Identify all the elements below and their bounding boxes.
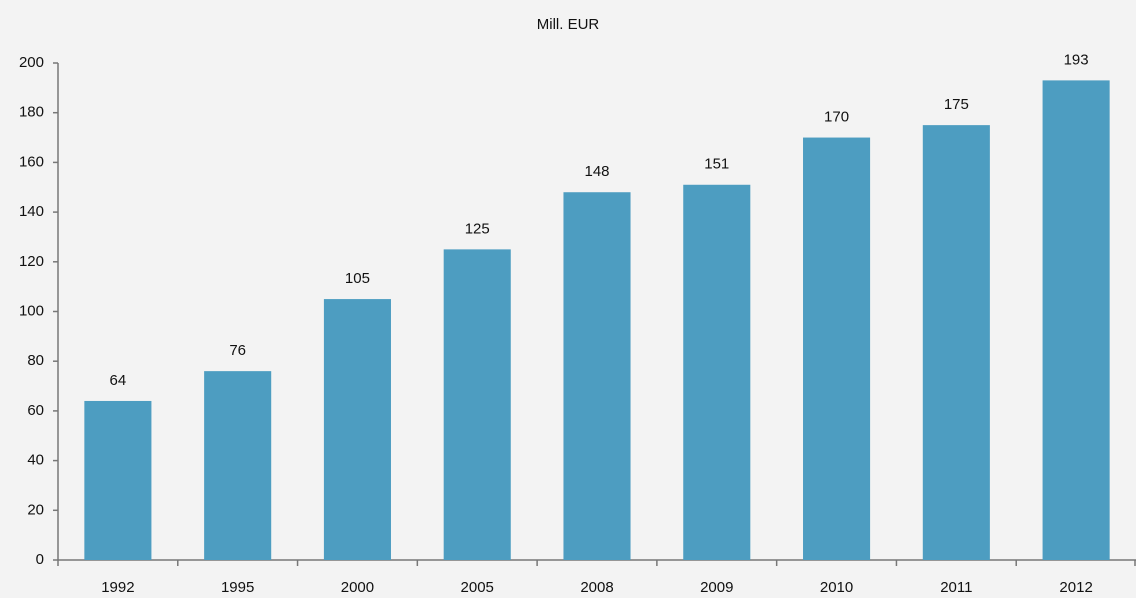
bar xyxy=(563,192,631,560)
bar xyxy=(683,184,751,560)
x-tick-label: 1995 xyxy=(221,579,254,596)
y-tick-label: 120 xyxy=(19,253,44,270)
x-tick-label: 1992 xyxy=(101,579,134,596)
bar xyxy=(1042,80,1110,561)
data-label: 76 xyxy=(229,342,246,359)
y-tick-label: 20 xyxy=(27,501,44,518)
y-tick-label: 0 xyxy=(36,551,44,568)
x-tick-label: 2010 xyxy=(820,579,853,596)
x-tick-label: 2011 xyxy=(940,579,972,596)
y-tick-label: 200 xyxy=(19,54,44,71)
chart-title: Mill. EUR xyxy=(537,16,600,33)
data-label: 105 xyxy=(345,270,370,287)
data-label: 175 xyxy=(944,96,969,113)
bar xyxy=(84,400,152,560)
data-label: 64 xyxy=(110,372,127,389)
y-tick-label: 180 xyxy=(19,104,44,121)
x-tick-label: 2009 xyxy=(700,579,733,596)
y-tick-label: 40 xyxy=(27,452,44,469)
x-tick-label: 2012 xyxy=(1059,579,1092,596)
bar xyxy=(922,125,990,560)
data-label: 151 xyxy=(704,156,729,173)
y-tick-label: 80 xyxy=(27,352,44,369)
x-tick-label: 2000 xyxy=(341,579,374,596)
y-tick-label: 160 xyxy=(19,153,44,170)
data-label: 148 xyxy=(584,163,609,180)
bar xyxy=(204,371,272,560)
y-tick-label: 100 xyxy=(19,302,44,319)
y-tick-label: 140 xyxy=(19,203,44,220)
x-tick-label: 2005 xyxy=(461,579,494,596)
x-tick-label: 2008 xyxy=(580,579,613,596)
bar xyxy=(443,249,511,560)
y-tick-label: 60 xyxy=(27,402,44,419)
bar xyxy=(803,137,871,561)
bar xyxy=(323,299,391,560)
data-label: 125 xyxy=(465,220,490,237)
data-label: 193 xyxy=(1064,51,1089,68)
data-label: 170 xyxy=(824,109,849,126)
